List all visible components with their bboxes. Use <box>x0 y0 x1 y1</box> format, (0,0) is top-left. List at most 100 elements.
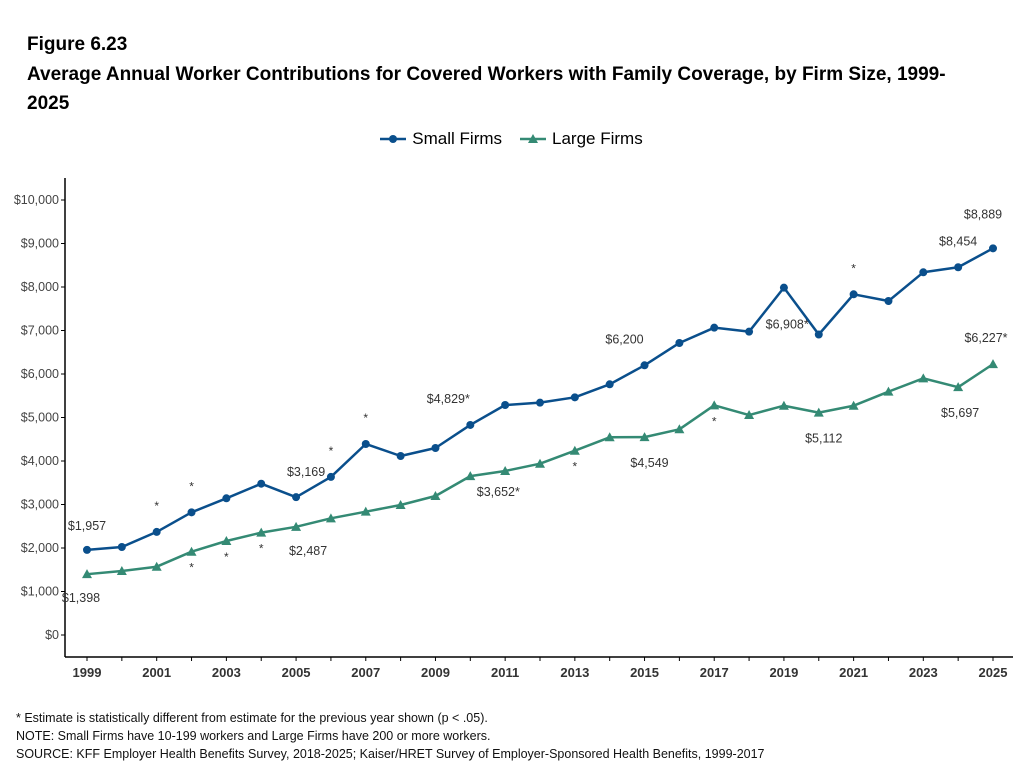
large-firms-significance-marker: * <box>189 561 194 575</box>
small-firms-point <box>83 545 91 554</box>
firm-size-note: NOTE: Small Firms have 10-199 workers an… <box>16 729 491 743</box>
small-firms-significance-marker: * <box>154 499 159 513</box>
y-tick-label: $5,000 <box>21 411 59 425</box>
small-firms-point <box>640 361 649 370</box>
large-firms-point <box>813 407 824 417</box>
small-firms-point <box>745 327 754 336</box>
large-firms-significance-marker: * <box>712 414 717 428</box>
x-tick-label: 2013 <box>560 665 589 680</box>
y-tick-label: $9,000 <box>21 237 59 251</box>
x-tick-label: 2011 <box>491 665 519 680</box>
line-chart: $0 $1,000 $2,000 $3,000 $4,000 $5,000 $6,000 $7… <box>14 178 1013 680</box>
small-firms-point <box>536 398 544 407</box>
source-note: SOURCE: KFF Employer Health Benefits Sur… <box>16 747 765 761</box>
small-firms-point <box>117 542 126 551</box>
large-firms-point <box>186 546 197 556</box>
y-tick-label: $6,000 <box>21 367 59 381</box>
large-firms-data-label: $3,652* <box>477 485 520 499</box>
large-firms-point <box>744 410 755 420</box>
large-firms-point <box>430 491 441 501</box>
small-firms-significance-marker: * <box>189 479 194 493</box>
small-firms-point <box>954 263 963 272</box>
small-firms-point <box>187 508 196 517</box>
large-firms-point <box>221 535 232 545</box>
large-firms-point <box>848 400 859 410</box>
large-firms-point <box>604 432 615 442</box>
x-tick-label: 1999 <box>73 665 102 680</box>
large-firms-data-label: $2,487 <box>289 544 327 558</box>
x-tick-label: 2017 <box>700 665 729 680</box>
large-firms-point <box>639 432 650 442</box>
large-firms-point <box>778 400 789 410</box>
large-firms-point <box>82 569 92 579</box>
small-firms-point <box>396 451 405 460</box>
footnotes: * Estimate is statistically different fr… <box>16 709 765 763</box>
small-firms-point <box>675 338 684 347</box>
large-firms-point <box>569 445 580 455</box>
large-firms-data-label: $1,398 <box>62 591 100 605</box>
large-firms-point <box>918 373 929 383</box>
y-tick-label: $4,000 <box>21 454 59 468</box>
large-firms-point <box>500 466 511 476</box>
small-firms-data-label: $8,889 <box>964 207 1002 221</box>
small-firms-point <box>919 268 928 277</box>
large-firms-point <box>709 400 720 410</box>
legend-item-large-firms: Large Firms <box>520 129 643 149</box>
small-firms-data-label: $6,908* <box>766 318 809 332</box>
small-firms-point <box>501 401 510 410</box>
y-tick-label: $8,000 <box>21 280 59 294</box>
small-firms-data-label: $3,169 <box>287 465 325 479</box>
large-firms-point <box>116 566 127 576</box>
large-firms-data-label: $4,549 <box>630 456 668 470</box>
small-firms-point <box>570 393 579 402</box>
significance-note: * Estimate is statistically different fr… <box>16 711 488 725</box>
small-firms-point <box>884 297 893 306</box>
small-firms-point <box>605 380 614 389</box>
small-firms-point <box>814 330 823 339</box>
large-firms-significance-marker: * <box>573 460 578 474</box>
large-firms-point <box>465 471 476 481</box>
figure-number: Figure 6.23 <box>27 34 128 55</box>
legend-item-small-firms: Small Firms <box>380 129 502 149</box>
small-firms-point <box>326 472 335 481</box>
large-firms-significance-marker: * <box>224 550 229 564</box>
small-firms-data-label: $8,454 <box>939 234 977 248</box>
circle-marker-icon <box>380 135 407 143</box>
x-tick-label: 2021 <box>839 665 868 680</box>
x-tick-label: 2009 <box>421 665 450 680</box>
legend-label: Small Firms <box>412 129 503 148</box>
large-firms-point <box>256 527 267 537</box>
small-firms-point <box>431 443 440 452</box>
x-tick-label: 2025 <box>979 665 1008 680</box>
small-firms-point <box>361 439 370 448</box>
legend-label: Large Firms <box>552 129 643 148</box>
small-firms-point <box>466 420 475 429</box>
large-firms-significance-marker: * <box>259 542 264 556</box>
legend: Small Firms Large Firms <box>0 129 1023 149</box>
y-tick-label: $2,000 <box>21 541 59 555</box>
small-firms-point <box>222 494 231 503</box>
x-tick-label: 2001 <box>142 665 171 680</box>
y-tick-label: $7,000 <box>21 324 59 338</box>
triangle-marker-icon <box>520 134 547 143</box>
y-tick-label: $3,000 <box>21 498 59 512</box>
small-firms-point <box>710 323 719 332</box>
x-tick-label: 2015 <box>630 665 659 680</box>
y-tick-label: $10,000 <box>14 193 59 207</box>
y-tick-label: $1,000 <box>21 585 59 599</box>
small-firms-point <box>152 527 161 536</box>
large-firms-point <box>395 499 406 509</box>
large-firms-point <box>988 359 998 369</box>
large-firms-data-label: $5,697 <box>941 406 979 420</box>
large-firms-point <box>953 382 964 392</box>
small-firms-point <box>257 479 266 488</box>
large-firms-point <box>674 424 685 434</box>
small-firms-data-label: $4,829* <box>427 392 470 406</box>
small-firms-point <box>989 244 997 253</box>
x-tick-label: 2019 <box>769 665 798 680</box>
small-firms-point <box>292 493 301 502</box>
small-firms-point <box>849 290 858 299</box>
y-tick-label: $0 <box>45 628 59 642</box>
small-firms-data-label: $1,957 <box>68 519 106 533</box>
large-firms-point <box>291 521 302 531</box>
